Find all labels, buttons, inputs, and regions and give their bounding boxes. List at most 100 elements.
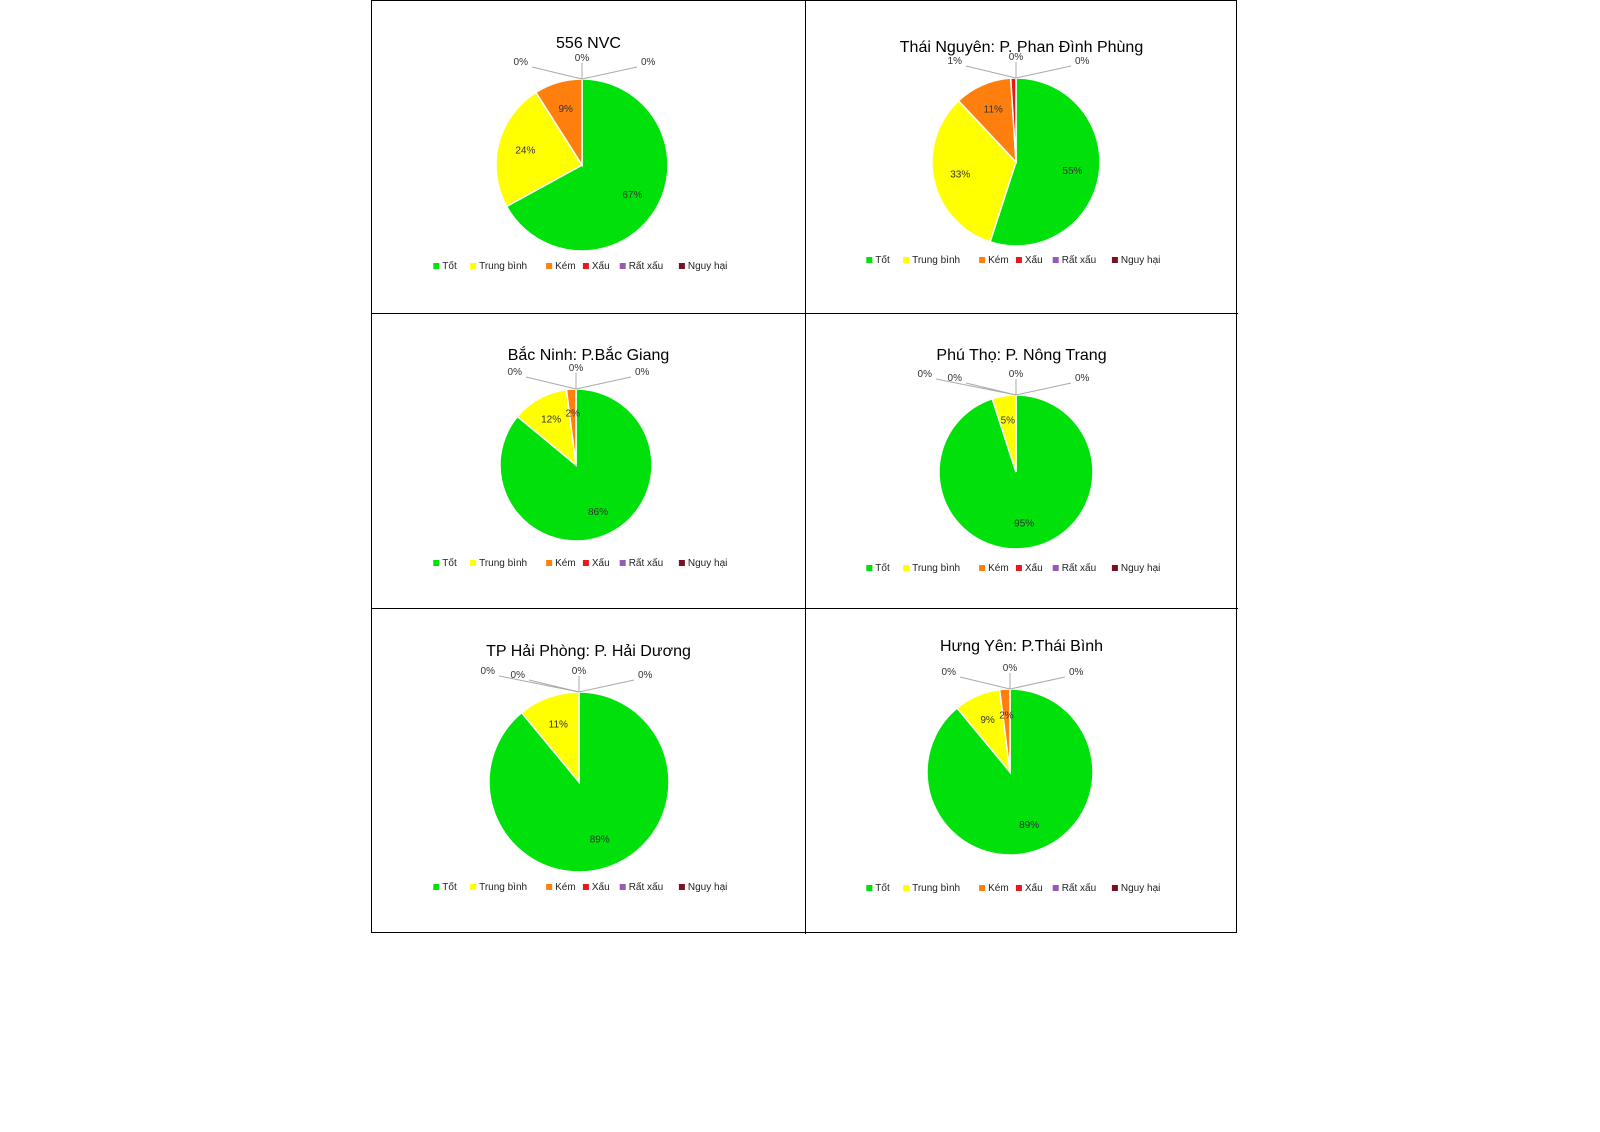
- legend-swatch: [866, 885, 873, 891]
- pie-slice: [931, 99, 1017, 243]
- pie-slice: [989, 77, 1101, 247]
- pie-chart-panel: Hưng Yên: P.Thái Bình 89% 9% 2% 0% 0% 0% Tốt Tru…: [805, 608, 1238, 934]
- data-label: 0%: [569, 363, 584, 374]
- leader-line: [965, 65, 1017, 79]
- chart-title: Thái Nguyên: P. Phan Đình Phùng: [900, 39, 1143, 56]
- legend-swatch: [903, 885, 910, 891]
- leader-line: [935, 378, 1017, 396]
- legend-label: Xấu: [592, 260, 610, 272]
- legend-label: Nguy hại: [1121, 563, 1160, 574]
- pie-chart-svg: Thái Nguyên: P. Phan Đình Phùng 55% 33% 11%…: [866, 39, 1160, 266]
- data-label: 9%: [558, 104, 573, 115]
- legend-label: Kém: [555, 261, 576, 272]
- data-label: 24%: [515, 145, 535, 156]
- data-label: 12%: [541, 415, 561, 426]
- data-label: 0%: [508, 367, 523, 378]
- legend-swatch: [1015, 885, 1022, 891]
- legend-label: Trung bình: [479, 261, 527, 272]
- data-label: 2%: [999, 711, 1014, 722]
- legend-swatch: [1111, 885, 1118, 891]
- legend-swatch: [678, 263, 685, 269]
- data-label: 0%: [481, 666, 496, 677]
- data-label: 67%: [622, 190, 642, 201]
- data-label: 9%: [980, 715, 995, 726]
- leader-line: [575, 376, 632, 390]
- chart-title: Bắc Ninh: P.Bắc Giang: [508, 345, 670, 364]
- legend-swatch: [1052, 885, 1059, 891]
- legend-swatch: [582, 884, 589, 890]
- data-label: 0%: [1009, 369, 1024, 380]
- data-label: 0%: [1075, 56, 1090, 67]
- legend-label: Tốt: [442, 260, 457, 272]
- leader-line: [1015, 382, 1072, 396]
- data-label: 0%: [1009, 52, 1024, 63]
- pie-chart-panel: TP Hải Phòng: P. Hải Dương 89% 11% 0% 0% 0% 0%…: [372, 608, 805, 934]
- legend-swatch: [582, 263, 589, 269]
- legend-swatch: [433, 884, 440, 890]
- legend-label: Rất xấu: [1062, 562, 1096, 574]
- legend-label: Xấu: [592, 881, 610, 893]
- pie-chart-svg: Phú Thọ: P. Nông Trang 95% 5% 0% 0% 0% 0% Tốt Tr…: [866, 347, 1160, 574]
- grid-divider-horizontal: [372, 608, 1238, 609]
- legend-swatch: [678, 560, 685, 566]
- legend-label: Tốt: [442, 881, 457, 893]
- chart-title: Hưng Yên: P.Thái Bình: [940, 638, 1103, 655]
- legend-swatch: [1111, 565, 1118, 571]
- legend-label: Trung bình: [479, 558, 527, 569]
- legend-label: Tốt: [875, 562, 890, 574]
- legend-swatch: [470, 560, 477, 566]
- legend-label: Kém: [988, 883, 1009, 894]
- data-label: 89%: [590, 835, 610, 846]
- data-label: 11%: [984, 105, 1003, 116]
- legend-swatch: [546, 884, 553, 890]
- legend-swatch: [979, 565, 986, 571]
- legend-swatch: [903, 565, 910, 571]
- legend-label: Kém: [988, 255, 1009, 266]
- data-label: 5%: [1001, 415, 1016, 426]
- chart-title: TP Hải Phòng: P. Hải Dương: [486, 643, 691, 660]
- legend-label: Nguy hại: [688, 882, 727, 893]
- legend-swatch: [866, 257, 873, 263]
- legend-label: Kém: [988, 563, 1009, 574]
- chart-grid: 556 NVC 67% 24% 9% 0% 0% 0% Tốt Trung bình Kém Xấu…: [371, 0, 1238, 934]
- grid-divider-vertical: [805, 1, 806, 934]
- legend-swatch: [1015, 565, 1022, 571]
- data-label: 0%: [635, 367, 650, 378]
- data-label: 0%: [575, 53, 590, 64]
- legend-label: Nguy hại: [1121, 883, 1160, 894]
- legend-label: Tốt: [442, 557, 457, 569]
- grid-divider-horizontal: [372, 313, 1238, 314]
- legend-label: Trung bình: [912, 563, 960, 574]
- leader-line: [1015, 65, 1072, 79]
- data-label: 89%: [1019, 820, 1039, 831]
- legend-label: Kém: [555, 558, 576, 569]
- legend-label: Kém: [555, 882, 576, 893]
- leader-line: [581, 66, 638, 80]
- legend-swatch: [619, 884, 626, 890]
- pie-chart-panel: Bắc Ninh: P.Bắc Giang 86% 12% 2% 0% 0% 0% Tốt Tr…: [372, 313, 805, 608]
- leader-line: [498, 675, 580, 693]
- pie-chart-panel: Phú Thọ: P. Nông Trang 95% 5% 0% 0% 0% 0% Tốt Tr…: [805, 313, 1238, 608]
- legend-swatch: [866, 565, 873, 571]
- legend-swatch: [619, 263, 626, 269]
- leader-line: [959, 676, 1011, 690]
- data-label: 0%: [638, 670, 653, 681]
- legend-label: Rất xấu: [1062, 254, 1096, 266]
- pie-slice: [495, 91, 584, 208]
- legend-label: Tốt: [875, 254, 890, 266]
- leader-line: [525, 376, 577, 390]
- legend-swatch: [546, 263, 553, 269]
- legend-swatch: [903, 257, 910, 263]
- legend-swatch: [1052, 257, 1059, 263]
- legend-label: Xấu: [592, 557, 610, 569]
- leader-line: [531, 66, 583, 80]
- data-label: 55%: [1062, 166, 1082, 177]
- data-label: 0%: [514, 57, 529, 68]
- legend-label: Xấu: [1025, 562, 1043, 574]
- legend-label: Xấu: [1025, 254, 1043, 266]
- leader-line: [578, 679, 635, 693]
- legend-label: Trung bình: [479, 882, 527, 893]
- legend-swatch: [678, 884, 685, 890]
- pie-chart-svg: Hưng Yên: P.Thái Bình 89% 9% 2% 0% 0% 0% Tốt Tru…: [866, 638, 1160, 894]
- data-label: 2%: [566, 408, 581, 419]
